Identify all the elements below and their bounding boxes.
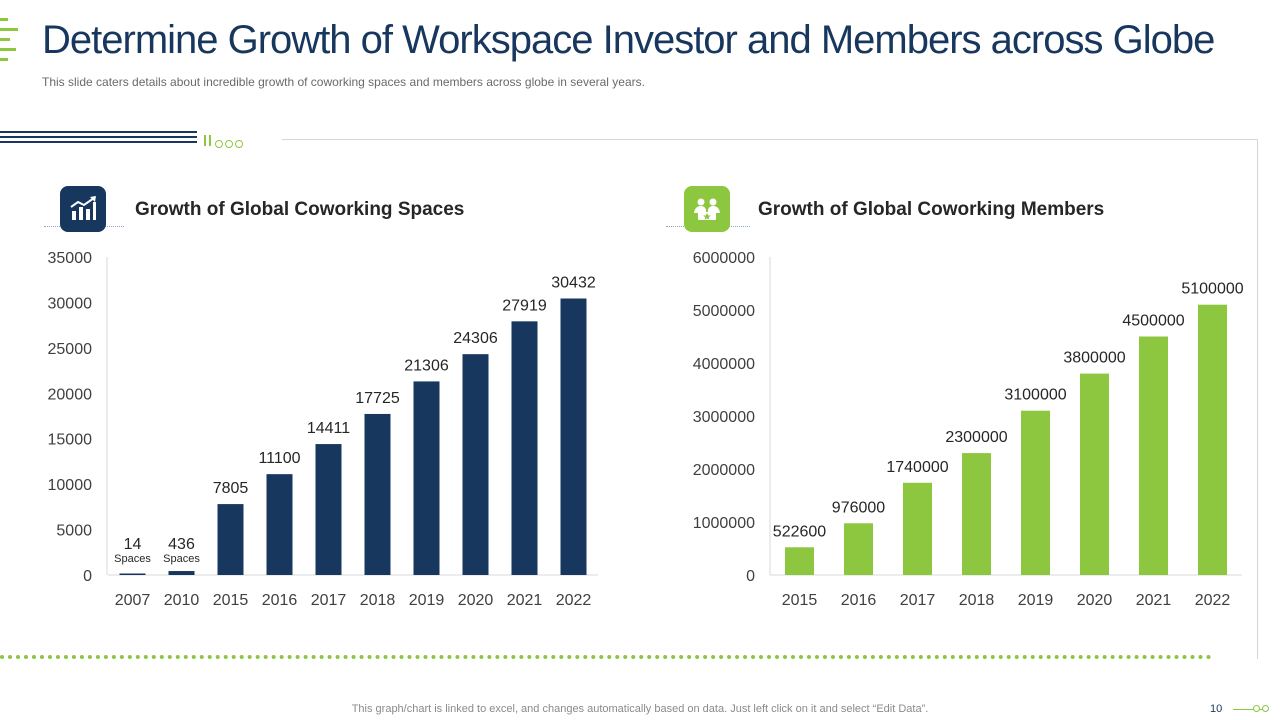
data-label: 14411 (307, 420, 350, 437)
corner-accent (0, 18, 20, 68)
bar-members-2016 (844, 523, 873, 575)
page-title: Determine Growth of Workspace Investor a… (42, 18, 1215, 62)
x-tick-label: 2017 (311, 592, 347, 609)
page-number: 10 (1210, 703, 1223, 715)
x-tick-label: 2020 (458, 592, 494, 609)
x-tick-label: 2022 (1195, 592, 1231, 609)
data-label: 1740000 (886, 459, 948, 476)
data-label: 3800000 (1063, 350, 1125, 367)
data-label: 976000 (832, 499, 885, 516)
x-tick-label: 2015 (782, 592, 818, 609)
y-tick-label: 6000000 (693, 250, 755, 267)
y-tick-label: 20000 (48, 386, 93, 403)
data-label: 3100000 (1004, 387, 1066, 404)
chart-title-spaces: Growth of Global Coworking Spaces (135, 199, 465, 220)
y-tick-label: 30000 (48, 295, 93, 312)
y-tick-label: 35000 (48, 250, 93, 267)
data-label: 17725 (355, 390, 400, 407)
data-label: 14 (124, 536, 142, 553)
decorative-lines (0, 131, 197, 146)
y-tick-label: 15000 (48, 432, 93, 449)
bar-members-2019 (1021, 410, 1050, 575)
y-tick-label: 5000000 (693, 303, 755, 320)
x-tick-label: 2019 (1018, 592, 1054, 609)
data-label: 11100 (258, 450, 300, 467)
bar-spaces-2015 (217, 504, 244, 575)
x-tick-label: 2016 (841, 592, 877, 609)
y-tick-label: 0 (746, 568, 755, 585)
decorative-bars (204, 133, 214, 151)
x-tick-label: 2019 (409, 592, 445, 609)
y-tick-label: 4000000 (693, 356, 755, 373)
bar-members-2015 (785, 547, 814, 575)
bar-spaces-2016 (266, 474, 293, 575)
data-label: 21306 (404, 357, 449, 374)
x-tick-label: 2016 (262, 592, 298, 609)
chart-title-members: Growth of Global Coworking Members (758, 199, 1105, 220)
page-dot (1262, 705, 1269, 712)
x-tick-label: 2015 (213, 592, 249, 609)
bar-spaces-2018 (364, 413, 391, 575)
y-tick-label: 2000000 (693, 462, 755, 479)
content-frame (282, 139, 1258, 659)
data-label: 7805 (213, 480, 249, 497)
bar-spaces-2022 (560, 298, 587, 575)
x-tick-label: 2020 (1077, 592, 1113, 609)
page-number-line (1233, 709, 1267, 710)
data-label: 2300000 (945, 429, 1007, 446)
x-tick-label: 2018 (959, 592, 995, 609)
bar-spaces-2019 (413, 381, 440, 575)
bar-members-2018 (962, 453, 991, 575)
bar-spaces-2017 (315, 444, 342, 575)
x-tick-label: 2022 (556, 592, 592, 609)
x-tick-label: 2007 (115, 592, 151, 609)
bar-spaces-2020 (462, 354, 489, 575)
data-label-suffix: Spaces (163, 553, 200, 565)
x-tick-label: 2021 (1136, 592, 1172, 609)
y-tick-label: 0 (83, 568, 92, 585)
y-tick-label: 10000 (48, 477, 93, 494)
y-tick-label: 25000 (48, 341, 93, 358)
bar-spaces-2010 (168, 571, 195, 575)
bar-spaces-2021 (511, 321, 538, 575)
data-label: 436 (168, 536, 195, 553)
data-label: 27919 (502, 297, 547, 314)
bar-members-2022 (1198, 304, 1227, 575)
data-label: 5100000 (1181, 281, 1243, 298)
data-label-suffix: Spaces (114, 553, 151, 565)
y-tick-label: 3000000 (693, 409, 755, 426)
footer-note: This graph/chart is linked to excel, and… (351, 703, 929, 715)
bar-spaces-2007 (119, 573, 146, 575)
data-label: 522600 (773, 523, 826, 540)
data-label: 4500000 (1122, 313, 1184, 330)
x-tick-label: 2021 (507, 592, 543, 609)
y-tick-label: 5000 (56, 523, 92, 540)
bottom-dotted-divider (0, 655, 1212, 659)
bar-members-2020 (1080, 373, 1109, 575)
bar-members-2017 (903, 482, 932, 575)
data-label: 30432 (551, 275, 596, 292)
decorative-dots (215, 135, 245, 153)
y-tick-label: 1000000 (693, 515, 755, 532)
data-label: 24306 (453, 330, 498, 347)
page-subtitle: This slide caters details about incredib… (42, 75, 645, 89)
page-dot (1253, 705, 1260, 712)
x-tick-label: 2017 (900, 592, 936, 609)
x-tick-label: 2010 (164, 592, 200, 609)
team-members-icon (684, 186, 730, 232)
bar-members-2021 (1139, 336, 1168, 575)
x-tick-label: 2018 (360, 592, 396, 609)
bar-chart-growth-icon (60, 186, 106, 232)
